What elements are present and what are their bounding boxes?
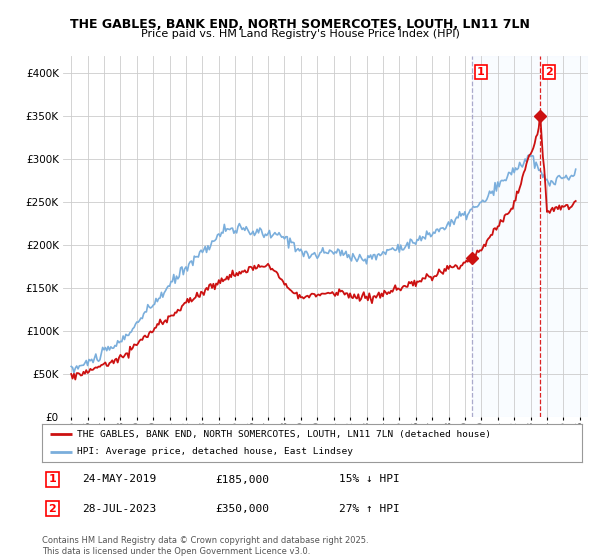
Text: 2: 2 xyxy=(545,67,553,77)
Text: THE GABLES, BANK END, NORTH SOMERCOTES, LOUTH, LN11 7LN: THE GABLES, BANK END, NORTH SOMERCOTES, … xyxy=(70,18,530,31)
Text: Price paid vs. HM Land Registry's House Price Index (HPI): Price paid vs. HM Land Registry's House … xyxy=(140,29,460,39)
Bar xyxy=(472,56,588,417)
Text: 2: 2 xyxy=(49,504,56,514)
Text: £185,000: £185,000 xyxy=(215,474,269,484)
Text: 27% ↑ HPI: 27% ↑ HPI xyxy=(339,504,400,514)
Text: Contains HM Land Registry data © Crown copyright and database right 2025.
This d: Contains HM Land Registry data © Crown c… xyxy=(42,536,368,556)
Text: 24-MAY-2019: 24-MAY-2019 xyxy=(83,474,157,484)
Text: 1: 1 xyxy=(477,67,485,77)
Text: HPI: Average price, detached house, East Lindsey: HPI: Average price, detached house, East… xyxy=(77,447,353,456)
Text: 1: 1 xyxy=(49,474,56,484)
Text: 15% ↓ HPI: 15% ↓ HPI xyxy=(339,474,400,484)
Text: THE GABLES, BANK END, NORTH SOMERCOTES, LOUTH, LN11 7LN (detached house): THE GABLES, BANK END, NORTH SOMERCOTES, … xyxy=(77,430,491,438)
Text: 28-JUL-2023: 28-JUL-2023 xyxy=(83,504,157,514)
Text: £350,000: £350,000 xyxy=(215,504,269,514)
